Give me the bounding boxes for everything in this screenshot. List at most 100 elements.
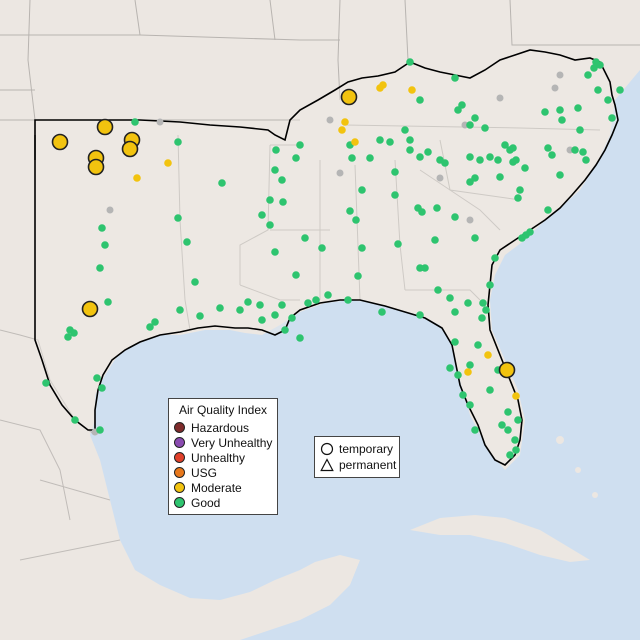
monitor-marker[interactable]: [466, 401, 474, 409]
monitor-marker[interactable]: [279, 198, 287, 206]
monitor-marker[interactable]: [482, 306, 490, 314]
monitor-marker[interactable]: [556, 106, 564, 114]
monitor-marker[interactable]: [236, 306, 244, 314]
monitor-marker[interactable]: [516, 186, 524, 194]
monitor-marker[interactable]: [604, 96, 612, 104]
monitor-marker[interactable]: [406, 146, 414, 154]
monitor-marker[interactable]: [451, 213, 459, 221]
monitor-marker[interactable]: [301, 234, 309, 242]
monitor-marker[interactable]: [498, 361, 516, 379]
monitor-marker[interactable]: [471, 114, 479, 122]
monitor-marker[interactable]: [266, 221, 274, 229]
region-outline[interactable]: [34, 49, 619, 466]
monitor-marker[interactable]: [366, 154, 374, 162]
monitor-marker[interactable]: [98, 224, 106, 232]
good-markers[interactable]: [42, 58, 624, 459]
monitor-marker[interactable]: [394, 240, 402, 248]
monitor-marker[interactable]: [441, 159, 449, 167]
monitor-marker[interactable]: [358, 244, 366, 252]
monitor-marker[interactable]: [512, 156, 520, 164]
monitor-marker[interactable]: [271, 166, 279, 174]
monitor-marker[interactable]: [304, 299, 312, 307]
monitor-marker[interactable]: [494, 156, 502, 164]
monitor-marker[interactable]: [574, 104, 582, 112]
monitor-marker[interactable]: [292, 271, 300, 279]
monitor-marker[interactable]: [496, 173, 504, 181]
monitor-marker[interactable]: [256, 301, 264, 309]
monitor-marker[interactable]: [491, 254, 499, 262]
monitor-marker[interactable]: [271, 248, 279, 256]
monitor-marker[interactable]: [164, 159, 172, 167]
monitor-marker[interactable]: [479, 299, 487, 307]
monitor-marker[interactable]: [312, 296, 320, 304]
monitor-marker[interactable]: [146, 323, 154, 331]
monitor-marker[interactable]: [348, 154, 356, 162]
monitor-marker[interactable]: [501, 141, 509, 149]
monitor-marker[interactable]: [446, 294, 454, 302]
monitor-marker[interactable]: [344, 296, 352, 304]
monitor-marker[interactable]: [451, 308, 459, 316]
monitor-marker[interactable]: [594, 86, 602, 94]
monitor-marker[interactable]: [281, 326, 289, 334]
monitor-marker[interactable]: [608, 114, 616, 122]
monitor-marker[interactable]: [548, 151, 556, 159]
monitor-marker[interactable]: [174, 138, 182, 146]
monitor-marker[interactable]: [514, 194, 522, 202]
monitor-marker[interactable]: [338, 126, 346, 134]
moderate-small-markers[interactable]: [133, 81, 520, 400]
monitor-marker[interactable]: [70, 329, 78, 337]
monitor-marker[interactable]: [579, 148, 587, 156]
monitor-marker[interactable]: [474, 341, 482, 349]
monitor-marker[interactable]: [558, 116, 566, 124]
monitor-marker[interactable]: [509, 144, 517, 152]
monitor-marker[interactable]: [272, 146, 280, 154]
monitor-marker[interactable]: [451, 338, 459, 346]
monitor-marker[interactable]: [341, 118, 349, 126]
monitor-marker[interactable]: [376, 84, 384, 92]
monitor-marker[interactable]: [121, 140, 139, 158]
monitor-marker[interactable]: [391, 191, 399, 199]
monitor-marker[interactable]: [584, 71, 592, 79]
monitor-marker[interactable]: [93, 374, 101, 382]
monitor-marker[interactable]: [424, 148, 432, 156]
monitor-marker[interactable]: [478, 314, 486, 322]
monitor-marker[interactable]: [521, 164, 529, 172]
monitor-marker[interactable]: [358, 186, 366, 194]
monitor-marker[interactable]: [571, 146, 579, 154]
monitor-marker[interactable]: [408, 86, 416, 94]
monitor-marker[interactable]: [451, 74, 459, 82]
monitor-marker[interactable]: [421, 264, 429, 272]
monitor-marker[interactable]: [104, 298, 112, 306]
monitor-marker[interactable]: [454, 371, 462, 379]
monitor-marker[interactable]: [258, 211, 266, 219]
monitor-marker[interactable]: [459, 391, 467, 399]
monitor-marker[interactable]: [324, 291, 332, 299]
monitor-marker[interactable]: [416, 311, 424, 319]
monitor-marker[interactable]: [471, 174, 479, 182]
monitor-marker[interactable]: [506, 451, 514, 459]
monitor-marker[interactable]: [498, 421, 506, 429]
monitor-marker[interactable]: [296, 334, 304, 342]
monitor-marker[interactable]: [476, 156, 484, 164]
monitor-marker[interactable]: [433, 204, 441, 212]
monitor-marker[interactable]: [96, 264, 104, 272]
monitor-marker[interactable]: [278, 176, 286, 184]
monitor-marker[interactable]: [288, 314, 296, 322]
monitor-marker[interactable]: [151, 318, 159, 326]
monitor-marker[interactable]: [376, 136, 384, 144]
monitor-marker[interactable]: [81, 300, 99, 318]
monitor-marker[interactable]: [98, 384, 106, 392]
monitor-marker[interactable]: [590, 64, 598, 72]
monitor-marker[interactable]: [446, 364, 454, 372]
monitor-marker[interactable]: [466, 361, 474, 369]
monitor-marker[interactable]: [244, 298, 252, 306]
monitor-marker[interactable]: [464, 299, 472, 307]
monitor-marker[interactable]: [512, 392, 520, 400]
monitor-marker[interactable]: [504, 408, 512, 416]
monitor-marker[interactable]: [391, 168, 399, 176]
monitor-marker[interactable]: [484, 351, 492, 359]
monitor-marker[interactable]: [471, 234, 479, 242]
monitor-marker[interactable]: [351, 138, 359, 146]
monitor-marker[interactable]: [504, 426, 512, 434]
